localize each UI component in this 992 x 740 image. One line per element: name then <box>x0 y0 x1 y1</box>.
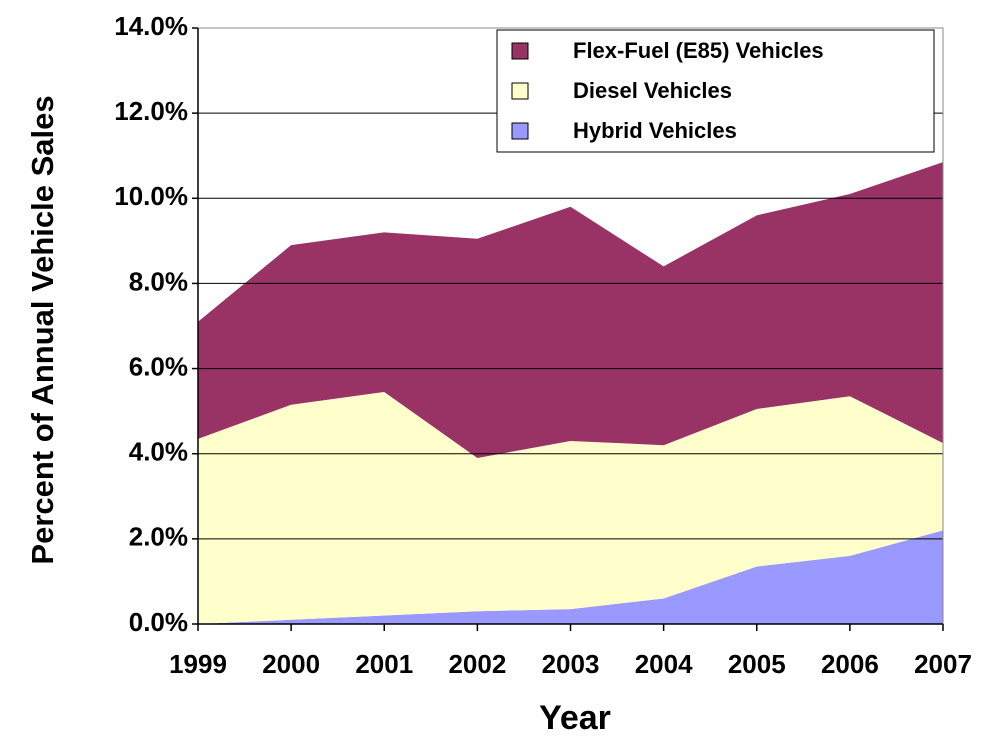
x-tick-label: 2002 <box>448 649 506 679</box>
x-tick-label: 2003 <box>542 649 600 679</box>
legend-swatch <box>511 42 529 60</box>
legend-swatch <box>511 82 529 100</box>
legend-swatch <box>511 122 529 140</box>
x-tick-label: 2006 <box>821 649 879 679</box>
x-tick-label: 2005 <box>728 649 786 679</box>
y-tick-label: 6.0% <box>129 351 188 381</box>
x-tick-label: 2007 <box>914 649 972 679</box>
x-tick-label: 2001 <box>355 649 413 679</box>
x-tick-label: 1999 <box>169 649 227 679</box>
y-tick-label: 12.0% <box>114 96 188 126</box>
y-tick-label: 2.0% <box>129 522 188 552</box>
y-tick-label: 4.0% <box>129 437 188 467</box>
y-tick-label: 14.0% <box>114 11 188 41</box>
x-axis-label: Year <box>539 699 611 737</box>
area <box>198 530 943 624</box>
area <box>198 162 943 458</box>
legend-label: Hybrid Vehicles <box>573 118 737 143</box>
area <box>198 391 943 624</box>
y-tick-label: 10.0% <box>114 181 188 211</box>
y-tick-label: 8.0% <box>129 266 188 296</box>
legend-label: Flex-Fuel (E85) Vehicles <box>573 38 824 63</box>
legend-box <box>496 29 935 153</box>
x-tick-label: 2000 <box>262 649 320 679</box>
y-tick-label: 0.0% <box>129 607 188 637</box>
x-tick-label: 2004 <box>635 649 693 679</box>
y-axis-label: Percent of Annual Vehicle Sales <box>25 95 60 564</box>
legend-label: Diesel Vehicles <box>573 78 732 103</box>
